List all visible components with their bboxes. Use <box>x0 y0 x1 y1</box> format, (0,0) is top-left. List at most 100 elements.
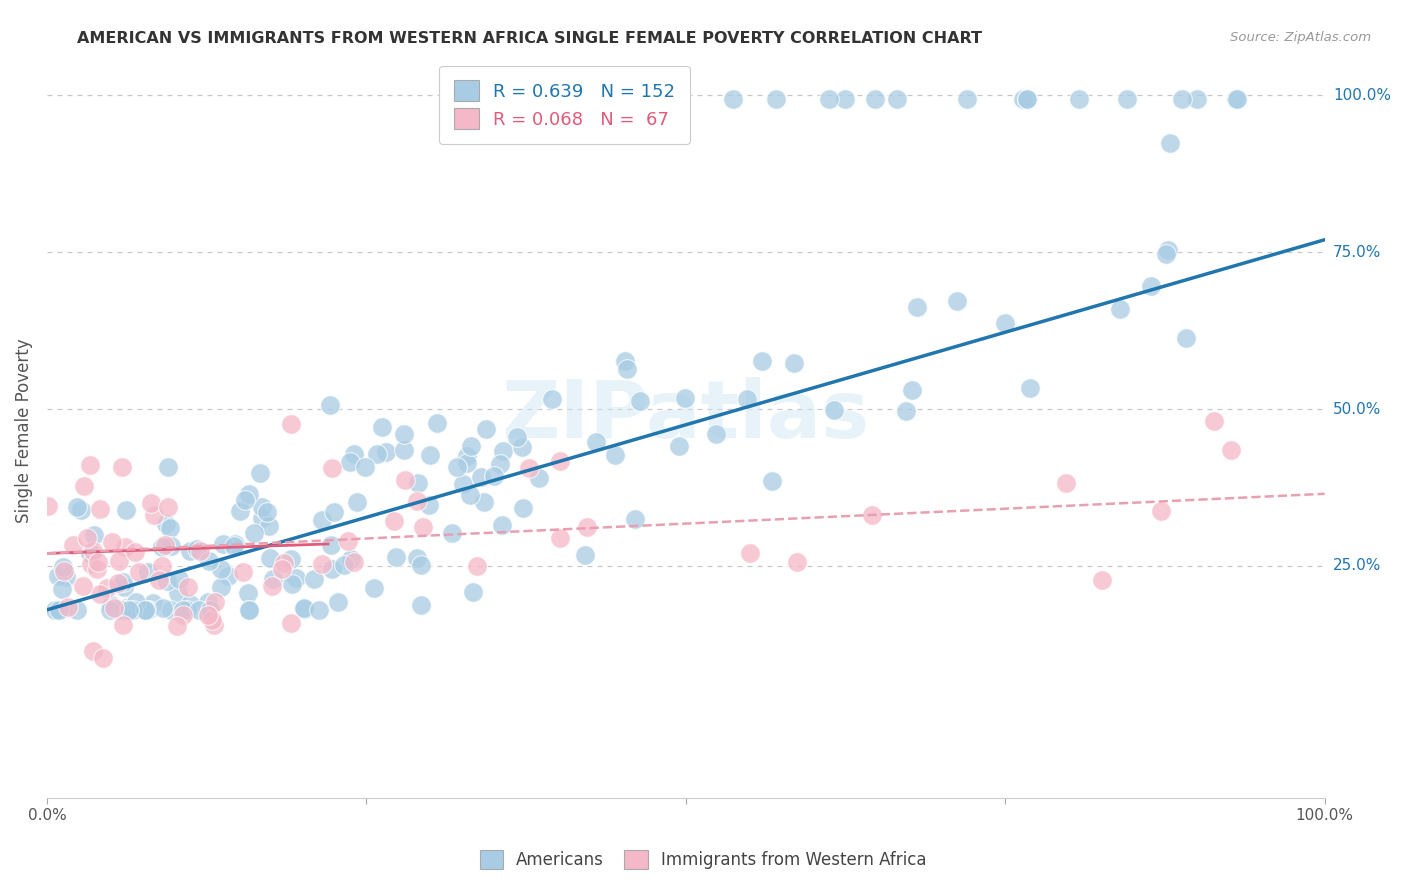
Point <box>156 460 179 475</box>
Point <box>172 603 194 617</box>
Point <box>86 555 108 569</box>
Text: ZIPatlas: ZIPatlas <box>502 377 870 456</box>
Point <box>155 516 177 531</box>
Point <box>238 487 260 501</box>
Point <box>250 511 273 525</box>
Point <box>1225 91 1247 105</box>
Point <box>451 476 474 491</box>
Point <box>209 561 232 575</box>
Point <box>159 521 181 535</box>
Point <box>994 316 1017 330</box>
Point <box>111 603 134 617</box>
Point <box>339 455 361 469</box>
Point <box>492 443 515 458</box>
Point <box>224 537 246 551</box>
Point <box>62 538 84 552</box>
Point <box>761 475 783 489</box>
Point <box>321 538 343 552</box>
Point <box>1159 136 1181 150</box>
Point <box>101 535 124 549</box>
Point <box>259 551 281 566</box>
Point <box>613 353 636 368</box>
Legend: Americans, Immigrants from Western Africa: Americans, Immigrants from Western Afric… <box>470 840 936 880</box>
Point <box>411 599 433 613</box>
Point <box>1157 244 1180 258</box>
Point <box>53 564 76 578</box>
Point <box>721 91 744 105</box>
Point <box>249 467 271 481</box>
Point <box>412 520 434 534</box>
Text: 25.0%: 25.0% <box>1333 558 1381 574</box>
Point <box>150 540 173 554</box>
Point <box>541 392 564 406</box>
Point <box>46 603 69 617</box>
Point <box>346 495 368 509</box>
Point <box>1116 91 1139 105</box>
Point <box>198 554 221 568</box>
Point <box>465 558 488 573</box>
Point <box>506 429 529 443</box>
Point <box>1204 414 1226 428</box>
Point <box>863 91 886 105</box>
Point <box>585 435 607 450</box>
Point <box>574 548 596 562</box>
Point <box>311 558 333 572</box>
Point <box>392 427 415 442</box>
Point <box>222 539 245 553</box>
Point <box>575 520 598 534</box>
Point <box>79 458 101 473</box>
Point <box>46 569 69 583</box>
Point <box>166 619 188 633</box>
Point <box>1187 91 1209 105</box>
Point <box>69 502 91 516</box>
Point <box>1109 302 1132 317</box>
Point <box>411 558 433 573</box>
Point <box>751 353 773 368</box>
Legend: R = 0.639   N = 152, R = 0.068   N =  67: R = 0.639 N = 152, R = 0.068 N = 67 <box>439 66 690 144</box>
Point <box>616 361 638 376</box>
Point <box>72 578 94 592</box>
Point <box>1015 91 1038 105</box>
Point <box>426 416 449 430</box>
Point <box>201 613 224 627</box>
Point <box>197 594 219 608</box>
Point <box>134 603 156 617</box>
Point <box>250 500 273 514</box>
Point <box>86 561 108 575</box>
Point <box>107 554 129 568</box>
Point <box>82 543 104 558</box>
Point <box>143 508 166 523</box>
Point <box>197 608 219 623</box>
Point <box>321 461 343 475</box>
Point <box>100 599 122 613</box>
Point <box>945 294 967 309</box>
Point <box>91 651 114 665</box>
Point <box>233 492 256 507</box>
Point <box>1091 573 1114 587</box>
Point <box>783 355 806 369</box>
Point <box>706 427 728 442</box>
Point <box>860 508 883 523</box>
Point <box>117 603 139 617</box>
Point <box>152 601 174 615</box>
Point <box>624 512 647 526</box>
Point <box>896 404 918 418</box>
Point <box>382 514 405 528</box>
Point <box>456 456 478 470</box>
Point <box>176 603 198 617</box>
Point <box>134 603 156 617</box>
Point <box>548 531 571 545</box>
Point <box>150 558 173 573</box>
Point <box>363 582 385 596</box>
Point <box>281 577 304 591</box>
Point <box>294 600 316 615</box>
Point <box>886 91 908 105</box>
Point <box>1019 381 1042 395</box>
Point <box>153 537 176 551</box>
Point <box>136 603 159 617</box>
Point <box>139 496 162 510</box>
Point <box>156 500 179 514</box>
Point <box>167 586 190 600</box>
Point <box>460 439 482 453</box>
Point <box>128 565 150 579</box>
